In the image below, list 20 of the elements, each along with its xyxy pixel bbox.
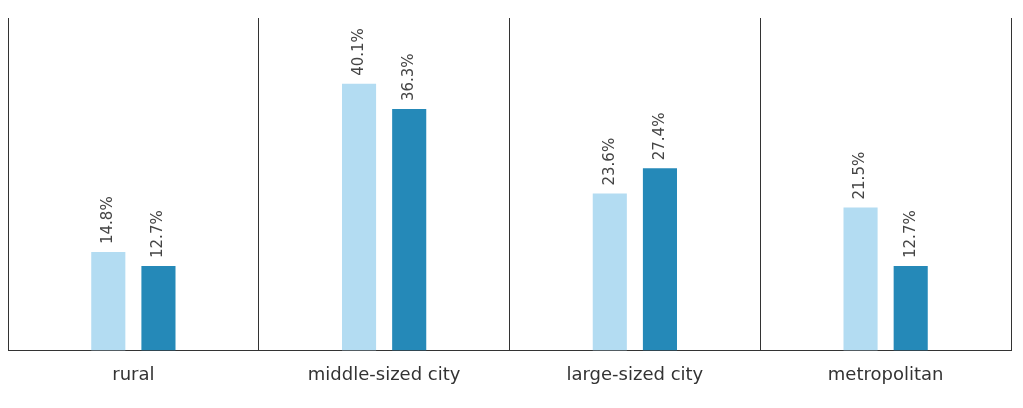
x-tick-label: metropolitan [827, 362, 944, 384]
bar [642, 168, 677, 351]
x-tick-label: middle-sized city [307, 362, 461, 384]
bar [91, 252, 126, 351]
bar [843, 207, 878, 351]
bar [141, 265, 176, 351]
bar [592, 193, 627, 351]
x-tick-label: large-sized city [566, 362, 704, 384]
data-label: 40.1% [348, 28, 367, 76]
x-tick-label: rural [112, 362, 155, 384]
data-label: 14.8% [98, 196, 117, 245]
data-label: 23.6% [599, 137, 618, 186]
bar [893, 265, 928, 351]
data-label: 27.4% [649, 112, 668, 161]
bar [342, 83, 377, 351]
data-label: 12.7% [148, 210, 167, 258]
data-label: 12.7% [900, 210, 919, 258]
bar [392, 109, 427, 351]
data-label: 21.5% [850, 151, 869, 200]
data-label: 36.3% [399, 53, 418, 102]
